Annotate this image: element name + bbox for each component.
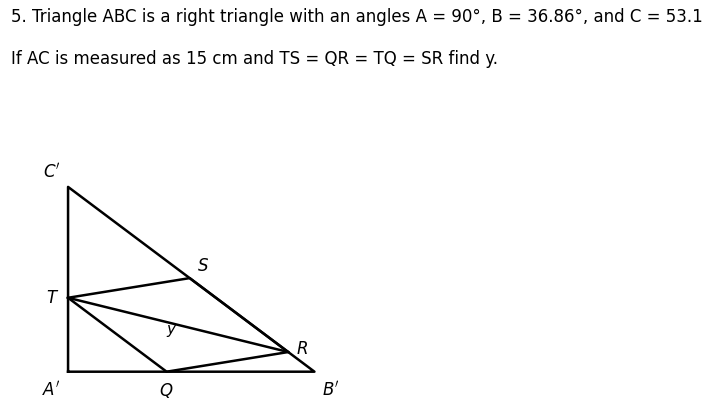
Text: $B'$: $B'$ bbox=[322, 381, 340, 400]
Text: $T$: $T$ bbox=[46, 289, 59, 307]
Text: If AC is measured as 15 cm and TS = QR = TQ = SR find y.: If AC is measured as 15 cm and TS = QR =… bbox=[11, 50, 498, 68]
Text: $S$: $S$ bbox=[197, 257, 209, 275]
Text: 5. Triangle ABC is a right triangle with an angles A = 90°, B = 36.86°, and C = : 5. Triangle ABC is a right triangle with… bbox=[11, 8, 702, 26]
Text: $y$: $y$ bbox=[166, 323, 178, 339]
Text: $A'$: $A'$ bbox=[42, 381, 60, 400]
Text: $R$: $R$ bbox=[296, 340, 307, 358]
Text: $Q$: $Q$ bbox=[159, 381, 174, 400]
Text: $C'$: $C'$ bbox=[43, 163, 60, 182]
